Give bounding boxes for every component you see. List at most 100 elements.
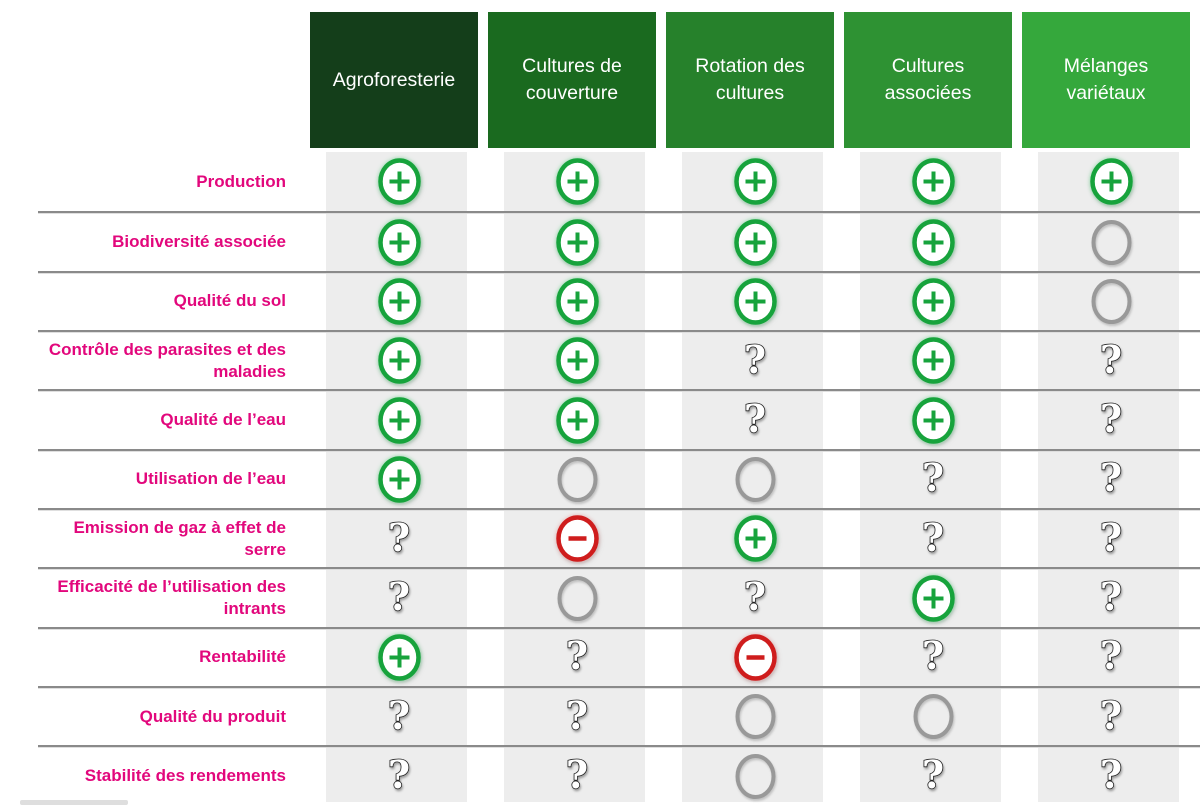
row-label: Emission de gaz à effet de serre: [73, 517, 286, 559]
table-cell: [1022, 273, 1200, 330]
column-header-label: Cultures associées: [884, 55, 972, 104]
plus-circle-icon: [555, 337, 599, 384]
table-cell: ?: [1022, 747, 1200, 804]
svg-text:?: ?: [1100, 340, 1122, 382]
question-mark-icon: ?: [1099, 340, 1123, 382]
row-label: Biodiversité associée: [112, 231, 286, 251]
table-cell: [488, 391, 666, 448]
question-mark-icon: ?: [1099, 636, 1123, 678]
table-row: Contrôle des parasites et des maladies ?…: [38, 330, 1200, 389]
question-mark-icon: ?: [1099, 755, 1123, 797]
svg-text:?: ?: [388, 755, 410, 797]
svg-text:?: ?: [1100, 518, 1122, 560]
plus-circle-icon: [911, 158, 955, 205]
table-cell: [666, 213, 844, 270]
empty-circle-icon: [1091, 278, 1131, 324]
svg-text:?: ?: [744, 340, 766, 382]
plus-circle-icon: [377, 396, 421, 444]
plus-circle-icon: [911, 574, 955, 622]
empty-circle-icon: [735, 456, 775, 502]
plus-circle-icon: [733, 515, 777, 562]
table-cell: [844, 213, 1022, 270]
table-cell: [310, 629, 488, 686]
empty-circle-icon: [557, 575, 597, 621]
plus-circle-icon: [377, 158, 421, 205]
question-mark-icon: ?: [743, 340, 767, 382]
plus-circle-icon: [911, 396, 955, 444]
table-row: Rentabilité ???: [38, 626, 1200, 686]
table-cell: ?: [488, 747, 666, 804]
question-mark-icon: ?: [387, 518, 411, 560]
table-row: Qualité du produit ???: [38, 686, 1200, 745]
question-mark-icon: ?: [921, 636, 945, 678]
row-label: Stabilité des rendements: [84, 766, 286, 786]
empty-circle-icon: [557, 456, 597, 502]
table-cell: ?: [1022, 629, 1200, 686]
table-cell: ?: [1022, 391, 1200, 448]
question-mark-icon: ?: [921, 755, 945, 797]
plus-circle-icon: [733, 218, 777, 266]
table-row: Stabilité des rendements ????: [38, 745, 1200, 804]
table-cell: [310, 451, 488, 508]
table-row: Qualité de l’eau ??: [38, 389, 1200, 448]
table-cell: [844, 332, 1022, 389]
plus-circle-icon: [733, 278, 777, 325]
column-header-label: Rotation des cultures: [695, 55, 805, 104]
row-label: Production: [196, 171, 286, 191]
table-cell: ?: [488, 688, 666, 745]
table-row: Utilisation de l’eau ??: [38, 448, 1200, 508]
table-cell: [844, 152, 1022, 211]
question-mark-icon: ?: [743, 399, 767, 441]
table-cell: [666, 747, 844, 804]
svg-text:?: ?: [388, 696, 410, 738]
table-cell: [666, 451, 844, 508]
row-label: Utilisation de l’eau: [135, 469, 286, 489]
svg-text:?: ?: [1100, 458, 1122, 500]
svg-text:?: ?: [566, 755, 588, 797]
svg-text:?: ?: [1100, 755, 1122, 797]
empty-circle-icon: [735, 694, 775, 740]
table-cell: [310, 273, 488, 330]
svg-text:?: ?: [922, 755, 944, 797]
table-cell: [844, 688, 1022, 745]
column-header: Rotation des cultures: [666, 12, 834, 148]
table-cell: ?: [666, 569, 844, 626]
question-mark-icon: ?: [921, 458, 945, 500]
question-mark-icon: ?: [565, 755, 589, 797]
question-mark-icon: ?: [921, 518, 945, 560]
column-header: Cultures de couverture: [488, 12, 656, 148]
question-mark-icon: ?: [1099, 458, 1123, 500]
svg-text:?: ?: [1100, 636, 1122, 678]
column-header-label: Cultures de couverture: [522, 55, 622, 104]
svg-text:?: ?: [566, 636, 588, 678]
table-row: Production: [38, 152, 1200, 211]
svg-text:?: ?: [1100, 696, 1122, 738]
plus-circle-icon: [911, 278, 955, 325]
question-mark-icon: ?: [387, 755, 411, 797]
table-row: Biodiversité associée: [38, 211, 1200, 270]
question-mark-icon: ?: [387, 577, 411, 619]
svg-text:?: ?: [1100, 399, 1122, 441]
table-cell: ?: [310, 510, 488, 567]
empty-circle-icon: [735, 753, 775, 799]
table-cell: ?: [844, 629, 1022, 686]
table-cell: [310, 152, 488, 211]
minus-circle-icon: [555, 515, 599, 562]
table-cell: ?: [844, 451, 1022, 508]
plus-circle-icon: [377, 278, 421, 325]
table-cell: [666, 273, 844, 330]
table-row: Efficacité de l’utilisation des intrants…: [38, 567, 1200, 626]
table-cell: [488, 332, 666, 389]
plus-circle-icon: [911, 218, 955, 266]
plus-circle-icon: [555, 218, 599, 266]
column-header-label: Mélanges variétaux: [1063, 55, 1149, 104]
table-cell: [1022, 213, 1200, 270]
table-cell: [488, 213, 666, 270]
table-cell: ?: [1022, 510, 1200, 567]
table-cell: [844, 391, 1022, 448]
table-cell: [666, 510, 844, 567]
table-cell: ?: [310, 569, 488, 626]
table-cell: [310, 213, 488, 270]
plus-circle-icon: [911, 337, 955, 384]
